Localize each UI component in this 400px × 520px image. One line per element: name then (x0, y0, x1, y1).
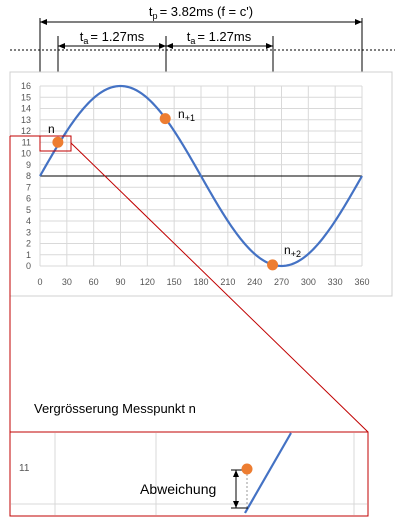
interval-2-label: ta = 1.27ms (187, 29, 252, 46)
y-tick-label-3: 3 (26, 227, 31, 237)
y-tick-label-10: 10 (21, 149, 31, 159)
y-tick-label-8: 8 (26, 171, 31, 181)
period-label: tp = 3.82ms (f = c') (149, 4, 253, 21)
x-tick-label-7: 210 (220, 277, 235, 287)
period-arrow-left (40, 19, 47, 25)
point-n1-label: n+1 (178, 107, 195, 123)
y-tick-label-15: 15 (21, 92, 31, 102)
y-tick-label-2: 2 (26, 239, 31, 249)
sample-point-n (52, 136, 64, 148)
interval-1-arrow-left (58, 43, 65, 49)
interval-1-arrow-right (159, 43, 166, 49)
zoom-y-label: 11 (19, 463, 30, 474)
interval-1-label: ta = 1.27ms (80, 29, 145, 46)
y-tick-label-11: 11 (22, 137, 31, 147)
interval-2-arrow-right (266, 43, 273, 49)
y-tick-label-4: 4 (26, 216, 31, 226)
y-tick-label-5: 5 (26, 205, 31, 215)
x-tick-label-8: 240 (247, 277, 262, 287)
x-tick-label-4: 120 (140, 277, 155, 287)
zoom-deviation-label: Abweichung (140, 481, 216, 497)
y-tick-label-9: 9 (26, 160, 31, 170)
sine-curve (39, 84, 363, 268)
x-tick-label-2: 60 (89, 277, 99, 287)
x-tick-label-9: 270 (274, 277, 289, 287)
x-tick-label-3: 90 (115, 277, 125, 287)
y-tick-label-1: 1 (26, 250, 31, 260)
sample-markers (52, 113, 279, 271)
x-tick-label-6: 180 (193, 277, 208, 287)
zoom-panel (9, 431, 369, 517)
y-tick-label-16: 16 (21, 81, 31, 91)
zoom-deviation-arrow-down (233, 501, 239, 508)
x-tick-label-0: 0 (37, 277, 42, 287)
zoom-connector-right (70, 142, 369, 433)
zoom-curve-segment (244, 432, 292, 514)
sample-point-n1 (159, 113, 171, 125)
y-tick-label-7: 7 (26, 182, 31, 192)
y-tick-label-14: 14 (21, 104, 31, 114)
x-tick-label-11: 330 (328, 277, 343, 287)
y-tick-label-13: 13 (21, 115, 31, 125)
sample-point-n2 (267, 259, 279, 271)
x-tick-label-5: 150 (167, 277, 182, 287)
period-arrow-right (355, 19, 362, 25)
y-tick-label-6: 6 (26, 194, 31, 204)
x-tick-label-10: 300 (301, 277, 316, 287)
x-axis-ticks: 0 30 60 90 120 150 180 210 240 270 300 330 360 (37, 277, 369, 287)
zoom-title: Vergrösserung Messpunkt n (34, 401, 196, 416)
interval-2-arrow-left (166, 43, 173, 49)
zoom-deviation-arrow-up (233, 470, 239, 477)
y-tick-label-0: 0 (26, 261, 31, 271)
point-n2-label: n+2 (284, 243, 301, 259)
y-tick-label-12: 12 (21, 126, 31, 136)
point-n-label: n (48, 122, 55, 136)
zoom-sample-marker (241, 463, 253, 475)
x-tick-label-12: 360 (354, 277, 369, 287)
x-tick-label-1: 30 (62, 277, 72, 287)
